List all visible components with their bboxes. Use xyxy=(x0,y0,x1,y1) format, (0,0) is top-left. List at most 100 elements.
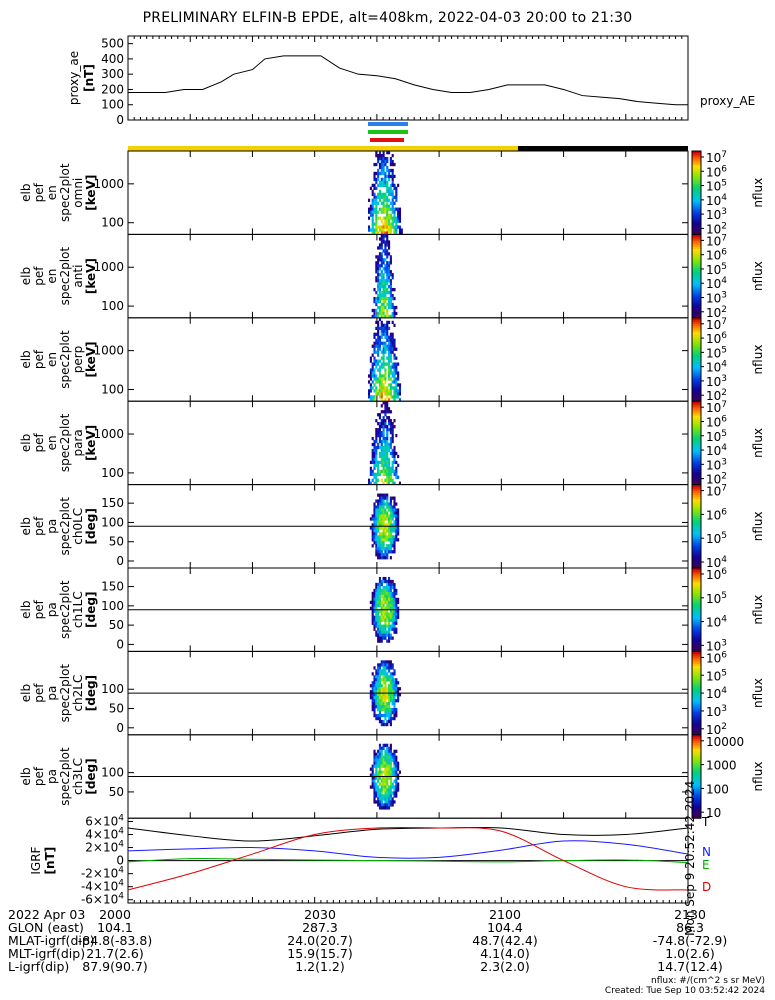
colorbar-step xyxy=(692,478,701,481)
spec-cell xyxy=(389,547,392,551)
spec-cell xyxy=(393,448,396,453)
spec-cell xyxy=(386,261,389,265)
spec-cell xyxy=(375,177,378,182)
igrf-ytick-label: -4×104 xyxy=(81,879,124,894)
spec-cell xyxy=(397,225,400,229)
spec-cell xyxy=(389,603,392,608)
spec-cell xyxy=(393,338,396,342)
spec-cell xyxy=(393,323,396,328)
colorbar-tick-label: 105 xyxy=(706,531,727,546)
spec-cell xyxy=(386,591,389,596)
spec-cell xyxy=(380,594,383,599)
colorbar-tick-label: 103 xyxy=(706,207,727,222)
igrf-legend-T: T xyxy=(701,815,710,829)
spec-cell xyxy=(380,705,383,709)
spec-cell xyxy=(371,776,374,780)
spec-cell xyxy=(373,210,376,214)
spec-cell xyxy=(389,544,392,548)
spec-cell xyxy=(378,672,382,676)
spec-cell xyxy=(378,666,382,670)
spec-cell xyxy=(384,422,387,426)
spec-cell xyxy=(382,192,385,196)
spec-cell xyxy=(380,448,383,453)
spec-cell xyxy=(397,508,400,512)
spec-cell xyxy=(382,425,385,429)
colorbar-step xyxy=(692,378,701,381)
spec-cell xyxy=(393,705,396,709)
spec-cell xyxy=(386,785,389,789)
spec-cell xyxy=(378,523,382,527)
spec-cell xyxy=(371,469,374,473)
spec-ylabel-line: [deg] xyxy=(84,758,98,794)
spec-cell xyxy=(386,276,389,280)
spec-cell xyxy=(380,171,383,176)
spec-cell xyxy=(375,377,378,381)
spec-cell xyxy=(388,797,391,801)
spec-cell xyxy=(369,469,372,473)
spec-cell xyxy=(389,428,392,432)
colorbar-step xyxy=(692,449,701,452)
spec-cell xyxy=(368,225,371,229)
spec-cell xyxy=(371,609,374,613)
spec-cell xyxy=(388,803,391,807)
spec-cell xyxy=(378,225,382,229)
spec-cell xyxy=(382,535,385,539)
spec-cell xyxy=(397,371,400,375)
spec-cell xyxy=(388,305,391,310)
spec-cell xyxy=(389,314,392,319)
spec-cell xyxy=(389,419,392,423)
spec-cell xyxy=(377,428,380,432)
spec-cell xyxy=(386,758,389,762)
spec-ylabel-line: spec2plot xyxy=(58,163,72,222)
spec-cell xyxy=(378,743,382,748)
spec-cell xyxy=(380,553,383,557)
ae-ytick-label: 100 xyxy=(101,98,124,112)
colorbar-tick-label: 104 xyxy=(706,555,727,570)
spec-cell xyxy=(384,249,387,253)
colorbar-step xyxy=(692,528,701,531)
spec-cell xyxy=(378,359,382,363)
spec-cell xyxy=(377,466,380,471)
colorbar-step xyxy=(692,572,701,575)
spec-cell xyxy=(375,547,378,551)
spec-cell xyxy=(371,779,374,783)
colorbar-step xyxy=(692,255,701,258)
spec-cell xyxy=(380,693,383,697)
spec-cell xyxy=(386,270,389,274)
spec-cell xyxy=(391,693,394,697)
spec-cell xyxy=(377,320,380,325)
colorbar-step xyxy=(692,686,701,690)
spec-cell xyxy=(395,311,398,316)
spec-cell xyxy=(389,541,392,545)
spec-cell xyxy=(395,511,398,515)
colorbar-step xyxy=(692,545,701,548)
spec-cell xyxy=(388,520,391,524)
spec-cell xyxy=(386,475,389,479)
spec-cell xyxy=(384,511,387,515)
spec-cell xyxy=(373,758,376,762)
igrf-ylabel: IGRF xyxy=(29,846,43,874)
spec-cell xyxy=(368,389,371,393)
spec-cell xyxy=(388,398,391,402)
spec-cell xyxy=(377,705,380,709)
spec-cell xyxy=(389,719,392,724)
spec-cell xyxy=(391,585,394,590)
spec-cell xyxy=(369,693,372,697)
spec-ytick-label: 100 xyxy=(101,466,124,480)
spec-cell xyxy=(377,472,380,476)
ephemeris-value: 1.2(1.2) xyxy=(295,959,345,974)
spec-cell xyxy=(375,475,378,479)
colorbar-step xyxy=(692,492,701,496)
spec-cell xyxy=(389,156,392,161)
spec-cell xyxy=(371,442,374,447)
spec-ylabel-line: elb xyxy=(19,350,33,368)
spec-cell xyxy=(389,803,392,807)
spec-cell xyxy=(388,371,391,375)
spec-cell xyxy=(375,296,378,301)
spec-cell xyxy=(369,600,372,605)
igrf-side-text: Mon Sep 9 20:52:42 2024 xyxy=(683,781,697,936)
spec-cell xyxy=(389,174,392,179)
spec-cell xyxy=(384,672,387,676)
spec-cell xyxy=(389,797,392,801)
spec-cell xyxy=(378,502,382,506)
